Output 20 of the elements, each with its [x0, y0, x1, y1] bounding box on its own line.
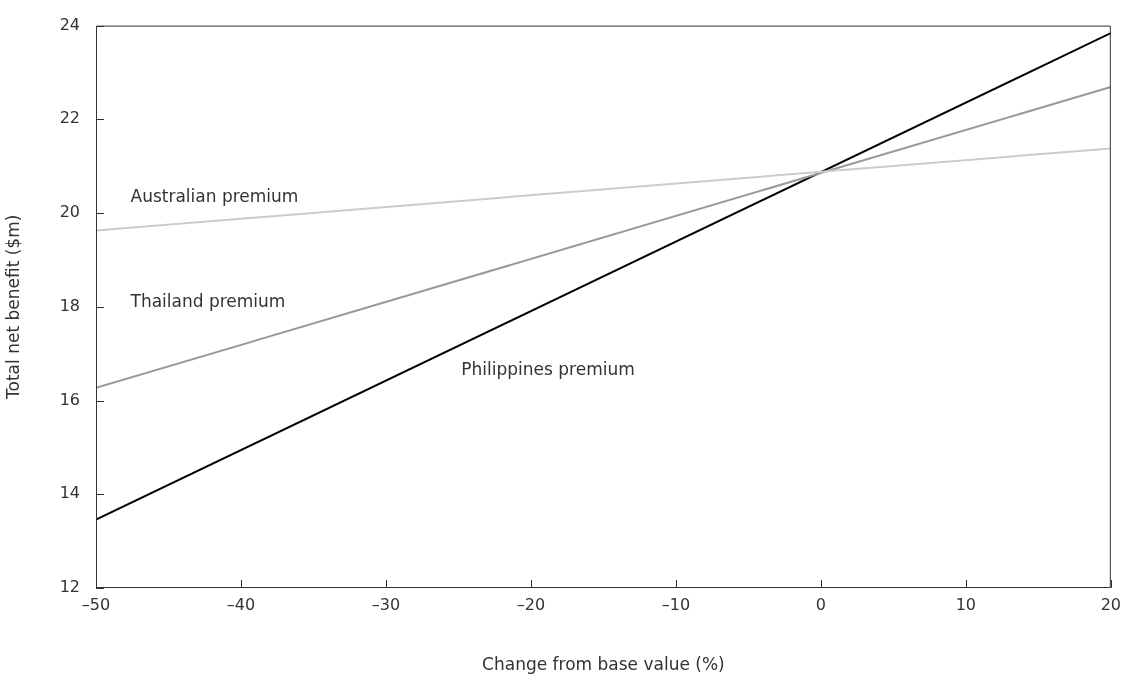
x-axis-title: Change from base value (%)	[482, 654, 725, 675]
x-tick-label: 10	[955, 594, 977, 614]
y-tick-label: 22	[59, 108, 80, 128]
y-tick-label: 20	[59, 202, 80, 222]
y-tick-label: 12	[59, 577, 80, 597]
x-tick-label: –40	[226, 594, 256, 614]
x-tick-label: –50	[81, 594, 111, 614]
y-tick-label: 24	[59, 14, 80, 34]
y-axis-title: Total net benefit ($m)	[2, 214, 23, 400]
x-tick-label: –20	[516, 594, 546, 614]
y-tick-label: 18	[59, 295, 80, 315]
y-tick-label: 14	[59, 483, 80, 503]
series-label: Thailand premium	[129, 291, 286, 312]
y-tick-label: 16	[59, 389, 80, 409]
series-label: Australian premium	[130, 186, 299, 207]
series-label: Philippines premium	[461, 358, 635, 379]
x-tick-label: –30	[371, 594, 401, 614]
x-tick-label: –10	[661, 594, 691, 614]
x-tick-label: 20	[1100, 594, 1121, 614]
x-tick-label: 0	[815, 594, 826, 614]
